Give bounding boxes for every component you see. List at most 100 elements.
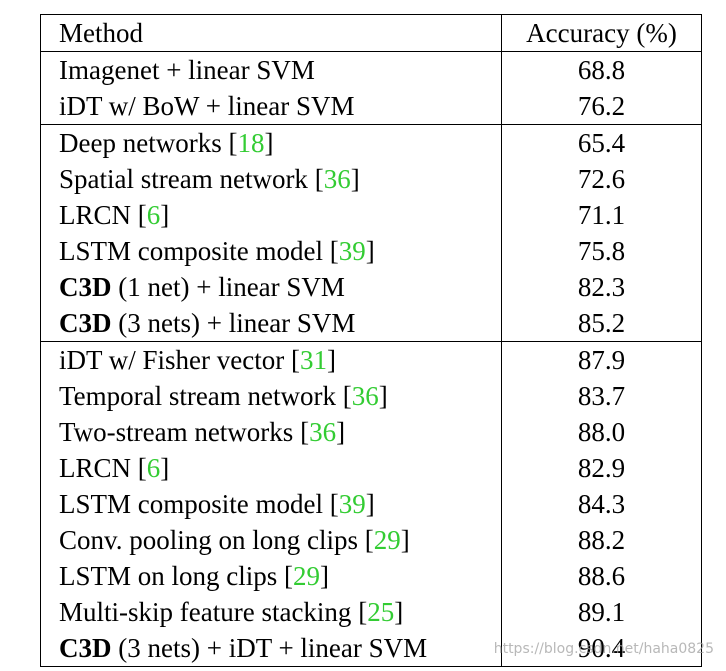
citation-link[interactable]: 6 bbox=[146, 453, 161, 483]
table-row: Conv. pooling on long clips [29] 88.2 bbox=[40, 522, 702, 558]
method-cell: Multi-skip feature stacking [25] bbox=[40, 594, 502, 630]
citation-open-bracket: [ bbox=[300, 417, 310, 447]
citation-link[interactable]: 31 bbox=[299, 345, 327, 375]
citation-close-bracket: ] bbox=[365, 236, 375, 266]
citation-close-bracket: ] bbox=[378, 381, 388, 411]
accuracy-cell: 65.4 bbox=[501, 124, 702, 161]
accuracy-cell: 88.0 bbox=[501, 414, 702, 450]
method-name: (3 nets) + linear SVM bbox=[111, 308, 356, 338]
table-row: LSTM composite model [39] 84.3 bbox=[40, 486, 702, 522]
citation-link[interactable]: 36 bbox=[351, 381, 379, 411]
method-name: (3 nets) + iDT + linear SVM bbox=[111, 633, 428, 663]
method-cell: iDT w/ Fisher vector [31] bbox=[40, 341, 502, 378]
table-body: Imagenet + linear SVM 68.8 iDT w/ BoW + li… bbox=[40, 51, 702, 667]
table-row: C3D (3 nets) + iDT + linear SVM 90.4 bbox=[40, 630, 702, 667]
citation-close-bracket: ] bbox=[160, 453, 170, 483]
table-row: LSTM on long clips [29] 88.6 bbox=[40, 558, 702, 594]
citation-link[interactable]: 18 bbox=[237, 128, 265, 158]
accuracy-cell: 88.2 bbox=[501, 522, 702, 558]
citation-close-bracket: ] bbox=[264, 128, 274, 158]
method-cell: Two-stream networks [36] bbox=[40, 414, 502, 450]
table-row: C3D (3 nets) + linear SVM 85.2 bbox=[40, 305, 702, 342]
accuracy-cell: 82.3 bbox=[501, 269, 702, 305]
citation-link[interactable]: 36 bbox=[323, 164, 351, 194]
method-cell: LSTM composite model [39] bbox=[40, 486, 502, 522]
method-header: Method bbox=[40, 14, 502, 52]
citation-link[interactable]: 6 bbox=[146, 200, 161, 230]
citation-link[interactable]: 39 bbox=[338, 236, 366, 266]
accuracy-cell: 82.9 bbox=[501, 450, 702, 486]
watermark: https://blog.csdn.net/haha0825 bbox=[493, 641, 714, 657]
accuracy-cell: 90.4 bbox=[501, 630, 702, 667]
citation-open-bracket: [ bbox=[329, 489, 339, 519]
accuracy-cell: 72.6 bbox=[501, 161, 702, 197]
method-cell: Conv. pooling on long clips [29] bbox=[40, 522, 502, 558]
method-cell: LSTM composite model [39] bbox=[40, 233, 502, 269]
method-name: (1 net) + linear SVM bbox=[111, 272, 345, 302]
accuracy-cell: 83.7 bbox=[501, 378, 702, 414]
citation-link[interactable]: 29 bbox=[373, 525, 401, 555]
citation-close-bracket: ] bbox=[394, 597, 404, 627]
accuracy-cell: 85.2 bbox=[501, 305, 702, 342]
citation-open-bracket: [ bbox=[137, 200, 147, 230]
accuracy-cell: 87.9 bbox=[501, 341, 702, 378]
table-row: Deep networks [18] 65.4 bbox=[40, 124, 702, 161]
accuracy-cell: 88.6 bbox=[501, 558, 702, 594]
table-row: iDT w/ BoW + linear SVM 76.2 bbox=[40, 88, 702, 125]
method-name: Two-stream networks bbox=[59, 417, 301, 447]
citation-open-bracket: [ bbox=[228, 128, 238, 158]
citation-open-bracket: [ bbox=[137, 453, 147, 483]
citation-close-bracket: ] bbox=[326, 345, 336, 375]
accuracy-cell: 89.1 bbox=[501, 594, 702, 630]
citation-open-bracket: [ bbox=[364, 525, 374, 555]
table-row: Multi-skip feature stacking [25] 89.1 bbox=[40, 594, 702, 630]
citation-close-bracket: ] bbox=[350, 164, 360, 194]
header-row: Method Accuracy (%) bbox=[40, 14, 702, 52]
table-row: Two-stream networks [36] 88.0 bbox=[40, 414, 702, 450]
method-name: iDT w/ Fisher vector bbox=[59, 345, 291, 375]
method-cell: iDT w/ BoW + linear SVM bbox=[40, 88, 502, 125]
citation-open-bracket: [ bbox=[290, 345, 300, 375]
method-cell: C3D (1 net) + linear SVM bbox=[40, 269, 502, 305]
method-name: LSTM composite model bbox=[59, 489, 330, 519]
table-row: C3D (1 net) + linear SVM 82.3 bbox=[40, 269, 702, 305]
citation-open-bracket: [ bbox=[284, 561, 294, 591]
citation-close-bracket: ] bbox=[336, 417, 346, 447]
table-row: Temporal stream network [36] 83.7 bbox=[40, 378, 702, 414]
method-cell: LSTM on long clips [29] bbox=[40, 558, 502, 594]
accuracy-cell: 68.8 bbox=[501, 51, 702, 88]
table-row: Imagenet + linear SVM 68.8 bbox=[40, 51, 702, 88]
method-cell: Imagenet + linear SVM bbox=[40, 51, 502, 88]
citation-close-bracket: ] bbox=[160, 200, 170, 230]
table-row: LRCN [6] 71.1 bbox=[40, 197, 702, 233]
method-bold-name: C3D bbox=[59, 308, 112, 338]
method-name: Conv. pooling on long clips bbox=[59, 525, 365, 555]
citation-link[interactable]: 39 bbox=[338, 489, 366, 519]
method-cell: LRCN [6] bbox=[40, 450, 502, 486]
method-cell: Deep networks [18] bbox=[40, 124, 502, 161]
method-cell: LRCN [6] bbox=[40, 197, 502, 233]
citation-open-bracket: [ bbox=[329, 236, 339, 266]
citation-close-bracket: ] bbox=[400, 525, 410, 555]
citation-link[interactable]: 29 bbox=[293, 561, 321, 591]
table-row: LRCN [6] 82.9 bbox=[40, 450, 702, 486]
method-name: Imagenet + linear SVM bbox=[59, 55, 315, 85]
method-cell: Spatial stream network [36] bbox=[40, 161, 502, 197]
method-cell: C3D (3 nets) + linear SVM bbox=[40, 305, 502, 342]
citation-link[interactable]: 36 bbox=[309, 417, 337, 447]
results-table: Method Accuracy (%) Imagenet + linear SV… bbox=[40, 14, 702, 667]
method-cell: Temporal stream network [36] bbox=[40, 378, 502, 414]
accuracy-cell: 76.2 bbox=[501, 88, 702, 125]
method-cell: C3D (3 nets) + iDT + linear SVM bbox=[40, 630, 502, 667]
citation-link[interactable]: 25 bbox=[367, 597, 395, 627]
method-bold-name: C3D bbox=[59, 272, 112, 302]
table-row: iDT w/ Fisher vector [31] 87.9 bbox=[40, 341, 702, 378]
citation-close-bracket: ] bbox=[320, 561, 330, 591]
citation-open-bracket: [ bbox=[314, 164, 324, 194]
accuracy-cell: 84.3 bbox=[501, 486, 702, 522]
citation-open-bracket: [ bbox=[342, 381, 352, 411]
citation-close-bracket: ] bbox=[365, 489, 375, 519]
accuracy-header: Accuracy (%) bbox=[501, 14, 702, 52]
method-name: Multi-skip feature stacking bbox=[59, 597, 359, 627]
method-name: LSTM on long clips bbox=[59, 561, 285, 591]
